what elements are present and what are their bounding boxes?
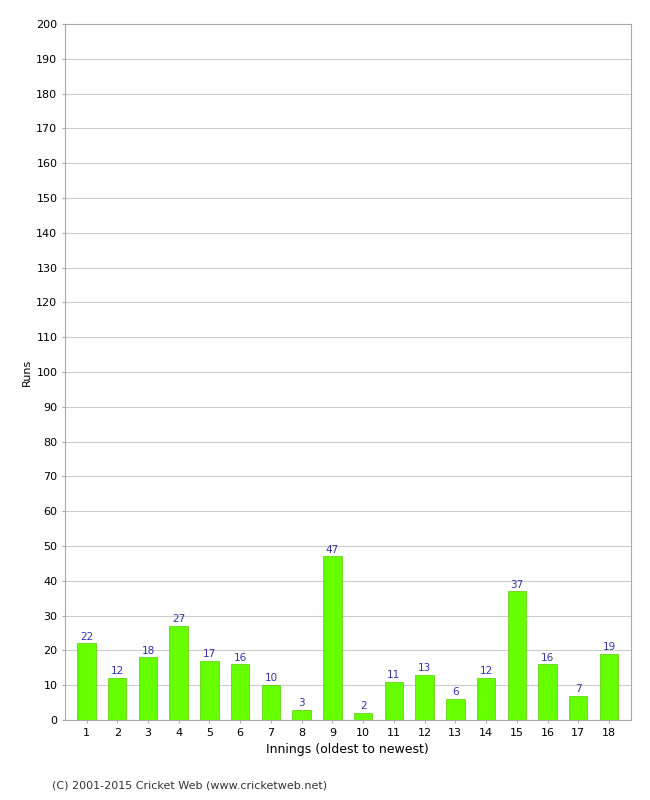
Text: 27: 27 <box>172 614 185 624</box>
Text: 16: 16 <box>541 653 554 662</box>
Text: 7: 7 <box>575 684 582 694</box>
Bar <box>138 658 157 720</box>
Bar <box>569 696 588 720</box>
Bar <box>323 557 342 720</box>
Text: 13: 13 <box>418 663 431 673</box>
Text: 16: 16 <box>233 653 247 662</box>
Bar <box>231 664 250 720</box>
Text: 6: 6 <box>452 687 459 698</box>
Y-axis label: Runs: Runs <box>22 358 32 386</box>
Bar <box>354 713 372 720</box>
Text: (C) 2001-2015 Cricket Web (www.cricketweb.net): (C) 2001-2015 Cricket Web (www.cricketwe… <box>52 781 327 790</box>
Text: 12: 12 <box>480 666 493 677</box>
Text: 11: 11 <box>387 670 400 680</box>
Bar <box>477 678 495 720</box>
Bar <box>108 678 127 720</box>
Text: 3: 3 <box>298 698 305 708</box>
Text: 22: 22 <box>80 632 93 642</box>
Bar <box>415 674 434 720</box>
X-axis label: Innings (oldest to newest): Innings (oldest to newest) <box>266 743 429 756</box>
Bar <box>446 699 465 720</box>
Bar <box>508 591 526 720</box>
Text: 18: 18 <box>141 646 155 656</box>
Bar <box>170 626 188 720</box>
Bar <box>77 643 96 720</box>
Bar <box>262 685 280 720</box>
Bar <box>538 664 557 720</box>
Bar <box>600 654 618 720</box>
Text: 12: 12 <box>111 666 124 677</box>
Text: 10: 10 <box>265 674 278 683</box>
Text: 17: 17 <box>203 649 216 659</box>
Text: 47: 47 <box>326 545 339 554</box>
Bar <box>200 661 218 720</box>
Text: 19: 19 <box>603 642 616 652</box>
Bar <box>292 710 311 720</box>
Bar <box>385 682 403 720</box>
Text: 37: 37 <box>510 579 523 590</box>
Text: 2: 2 <box>360 702 367 711</box>
